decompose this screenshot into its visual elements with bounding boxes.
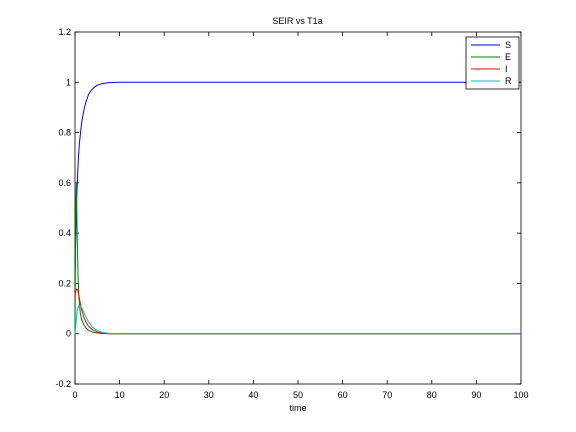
y-tick-label: 1 [66,77,71,87]
x-tick-label: 100 [513,390,528,400]
x-axis-label: time [289,403,306,413]
x-tick-label: 90 [471,390,481,400]
legend-box [465,36,520,90]
axes-box [74,31,522,385]
x-tick-label: 40 [248,390,258,400]
legend-label-r: R [505,76,512,86]
y-tick-label: 0.4 [58,228,71,238]
y-tick-label: 0.6 [58,178,71,188]
x-tick-label: 20 [159,390,169,400]
legend-label-i: I [505,64,508,74]
series-line-e [74,182,521,335]
y-axis: -0.2 0 0.2 0.4 0.6 0.8 1 1.2 [55,27,521,389]
y-tick-label: 0 [66,329,71,339]
x-tick-label: 80 [427,390,437,400]
y-tick-label: -0.2 [55,379,71,389]
series-line-i [74,288,521,335]
x-tick-label: 10 [115,390,125,400]
x-tick-label: 0 [72,390,77,400]
x-tick-label: 70 [382,390,392,400]
x-axis: 0 10 20 30 40 50 60 70 80 90 100 [72,32,529,400]
x-tick-label: 60 [338,390,348,400]
series-lines [74,81,521,335]
y-tick-label: 1.2 [58,27,71,37]
x-tick-label: 30 [204,390,214,400]
chart-title: SEIR vs T1a [272,16,322,26]
legend: SEIR [465,36,520,90]
series-line-s [74,81,521,271]
series-line-r [74,305,521,335]
legend-label-s: S [505,40,511,50]
legend-label-e: E [505,52,511,62]
x-tick-label: 50 [293,390,303,400]
y-tick-label: 0.2 [58,278,71,288]
y-tick-label: 0.8 [58,128,71,138]
plot-area: 0 10 20 30 40 50 60 70 80 90 100 -0.200.20.40.60.8… [55,27,528,400]
